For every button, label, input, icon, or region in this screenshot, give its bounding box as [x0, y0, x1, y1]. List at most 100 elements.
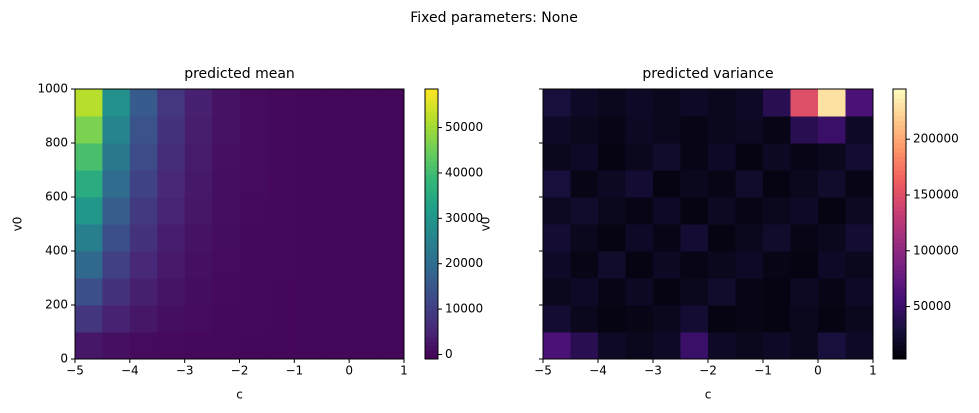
- heatmap-cell: [321, 170, 350, 198]
- colorbar-band: [425, 332, 438, 337]
- heatmap-cell: [212, 224, 240, 252]
- colorbar-band: [425, 264, 438, 270]
- y-tick-label: 0: [60, 352, 68, 366]
- heatmap-cell: [653, 89, 681, 117]
- colorbar-band: [893, 314, 906, 319]
- colorbar-band: [425, 255, 438, 261]
- heatmap-cell: [75, 197, 103, 225]
- colorbar-band: [425, 336, 438, 342]
- heatmap-cell: [212, 278, 240, 306]
- colorbar-band: [425, 156, 438, 162]
- heatmap-cell: [321, 197, 350, 225]
- heatmap-cell: [735, 251, 764, 279]
- colorbar-band: [893, 120, 906, 126]
- colorbar-band: [893, 183, 906, 189]
- heatmap-cell: [184, 116, 213, 144]
- colorbar-band: [425, 273, 438, 279]
- colorbar-band: [893, 143, 906, 148]
- colorbar-band: [425, 314, 438, 319]
- heatmap-cell: [653, 170, 681, 198]
- heatmap-cell: [543, 224, 571, 252]
- colorbar-band: [425, 201, 438, 207]
- colorbar-band: [425, 269, 438, 274]
- colorbar-band: [425, 228, 438, 234]
- heatmap-cell: [376, 332, 405, 360]
- heatmap-cell: [818, 143, 846, 171]
- heatmap-cell: [708, 278, 736, 306]
- heatmap-cell: [790, 224, 819, 252]
- heatmap-cell: [763, 143, 791, 171]
- x-tick-label: 0: [814, 364, 822, 378]
- heatmap-cell: [708, 332, 736, 360]
- heatmap-cell: [102, 197, 131, 225]
- heatmap-cell: [598, 89, 626, 117]
- colorbar-band: [893, 260, 906, 265]
- heatmap-cell: [294, 305, 323, 333]
- colorbar-band: [425, 152, 438, 157]
- heatmap-cell: [129, 89, 158, 117]
- heatmap-cell: [598, 170, 626, 198]
- heatmap-cell: [735, 116, 764, 144]
- heatmap-cell: [184, 305, 213, 333]
- heatmap-cell: [708, 251, 736, 279]
- heatmap-cell: [376, 305, 405, 333]
- colorbar-band: [425, 251, 438, 256]
- heatmap-cell: [129, 251, 158, 279]
- heatmap-cell: [845, 305, 874, 333]
- heatmap-cell: [735, 170, 764, 198]
- heatmap-cell: [735, 197, 764, 225]
- colorbar-band: [893, 165, 906, 171]
- colorbar-band: [893, 318, 906, 324]
- colorbar-tick-label: 50000: [913, 299, 951, 313]
- heatmap-cell: [349, 170, 378, 198]
- heatmap-cell: [653, 224, 681, 252]
- colorbar-band: [425, 183, 438, 189]
- colorbar-band: [425, 210, 438, 216]
- heatmap-cell: [735, 224, 764, 252]
- heatmap-cell: [321, 224, 350, 252]
- heatmap-cell: [184, 224, 213, 252]
- heatmap-cell: [763, 332, 791, 360]
- colorbar-band: [893, 354, 906, 360]
- colorbar-band: [425, 197, 438, 202]
- colorbar-band: [893, 192, 906, 198]
- colorbar-tick-label: 10000: [445, 302, 483, 316]
- colorbar-band: [893, 327, 906, 333]
- heatmap-cell: [157, 89, 186, 117]
- heatmap-cell: [212, 116, 240, 144]
- colorbar-band: [425, 93, 438, 99]
- colorbar-band: [893, 210, 906, 216]
- colorbar-band: [893, 219, 906, 225]
- heatmap-cell: [708, 305, 736, 333]
- heatmap-cell: [818, 170, 846, 198]
- heatmap-cell: [157, 143, 186, 171]
- heatmap-cell: [818, 332, 846, 360]
- y-axis-label: v0: [479, 217, 493, 232]
- heatmap-cell: [818, 251, 846, 279]
- heatmap-cell: [543, 89, 571, 117]
- colorbar-band: [425, 170, 438, 175]
- heatmap-cell: [376, 278, 405, 306]
- heatmap-cell: [266, 251, 295, 279]
- heatmap-cell: [102, 170, 131, 198]
- heatmap-cell: [239, 143, 268, 171]
- colorbar-band: [893, 102, 906, 108]
- colorbar-band: [893, 300, 906, 306]
- heatmap-cell: [570, 278, 599, 306]
- colorbar-band: [425, 242, 438, 247]
- heatmap-cell: [543, 197, 571, 225]
- heatmap-cell: [598, 143, 626, 171]
- heatmap-cell: [680, 224, 709, 252]
- heatmap-cell: [157, 251, 186, 279]
- colorbar-band: [893, 341, 906, 346]
- heatmap-cell: [735, 332, 764, 360]
- x-tick-label: −3: [644, 364, 662, 378]
- heatmap-cell: [266, 143, 295, 171]
- heatmap-cell: [818, 89, 846, 117]
- colorbar-band: [425, 327, 438, 333]
- heatmap-cell: [845, 332, 874, 360]
- colorbar-tick-label: 40000: [445, 165, 483, 179]
- heatmap-cell: [570, 170, 599, 198]
- heatmap-cell: [376, 224, 405, 252]
- heatmap-cell: [680, 305, 709, 333]
